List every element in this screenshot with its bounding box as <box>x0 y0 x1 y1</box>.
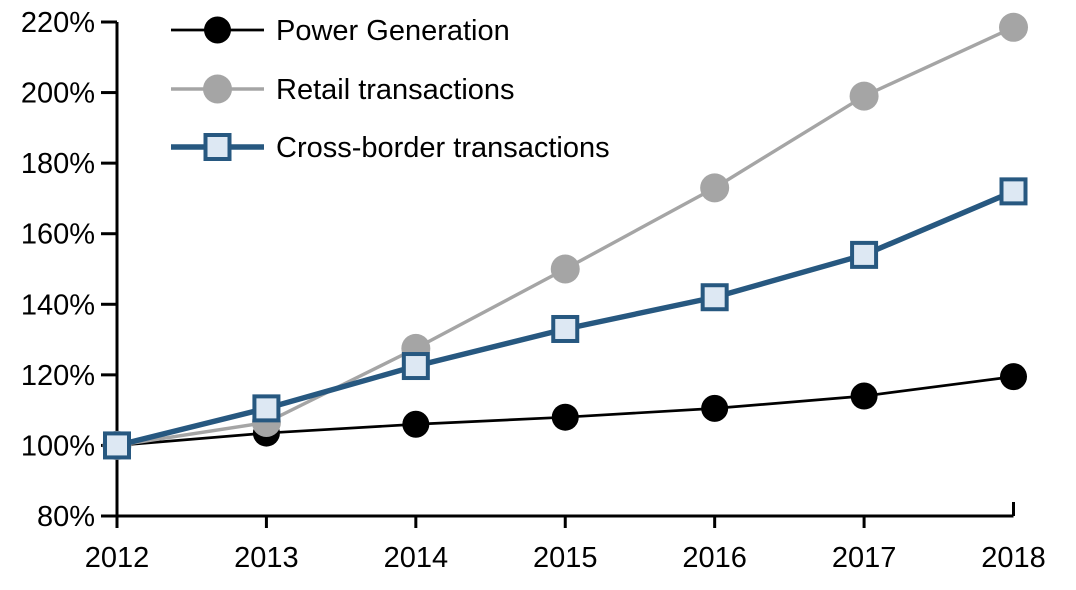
legend-label-retail-transactions: Retail transactions <box>276 74 515 106</box>
circle-marker-retail-transactions-2018 <box>999 12 1028 42</box>
x-axis-tick-label: 2018 <box>981 542 1046 574</box>
x-axis-tick-label: 2016 <box>682 542 747 574</box>
y-axis-tick-label: 180% <box>21 148 95 180</box>
square-marker-cross-border-transactions-2012 <box>103 431 131 460</box>
y-axis-tick-label: 80% <box>37 501 95 533</box>
y-axis-tick-label: 200% <box>21 78 95 110</box>
circle-marker-retail-transactions-2016 <box>700 173 730 203</box>
square-marker-cross-border-transactions-2017 <box>850 240 879 269</box>
circle-marker-retail-transactions-2015 <box>550 254 580 284</box>
y-axis-tick-label: 140% <box>21 289 95 321</box>
legend-label-power-generation: Power Generation <box>276 15 510 47</box>
square-marker-cross-border-transactions-2016 <box>700 283 729 312</box>
legend-label-cross-border-transactions: Cross-border transactions <box>276 132 610 164</box>
circle-marker-power-generation-2017 <box>850 382 878 410</box>
square-marker-legend-cross-border-transactions <box>203 133 232 161</box>
x-axis-tick-label: 2013 <box>234 542 299 574</box>
square-marker-cross-border-transactions-2014 <box>401 352 430 381</box>
y-axis-tick-label: 160% <box>21 219 95 251</box>
circle-marker-retail-transactions-2017 <box>849 81 879 111</box>
y-axis-tick-label: 120% <box>21 360 95 392</box>
x-axis-tick-label: 2015 <box>533 542 598 574</box>
square-marker-cross-border-transactions-2015 <box>551 314 580 343</box>
circle-marker-power-generation-2014 <box>402 410 430 438</box>
y-axis-tick-label: 220% <box>21 7 95 39</box>
x-axis-tick-label: 2012 <box>85 542 150 574</box>
circle-marker-power-generation-2016 <box>701 394 729 422</box>
circle-marker-power-generation-2018 <box>1000 363 1027 391</box>
square-marker-cross-border-transactions-2013 <box>252 394 281 423</box>
circle-marker-legend-retail-transactions <box>203 74 232 104</box>
square-marker-cross-border-transactions-2018 <box>999 177 1028 206</box>
circle-marker-legend-power-generation <box>204 16 231 44</box>
y-axis-tick-label: 100% <box>21 430 95 462</box>
x-axis-tick-label: 2017 <box>832 542 897 574</box>
circle-marker-power-generation-2015 <box>551 403 579 431</box>
x-axis-tick-label: 2014 <box>384 542 449 574</box>
